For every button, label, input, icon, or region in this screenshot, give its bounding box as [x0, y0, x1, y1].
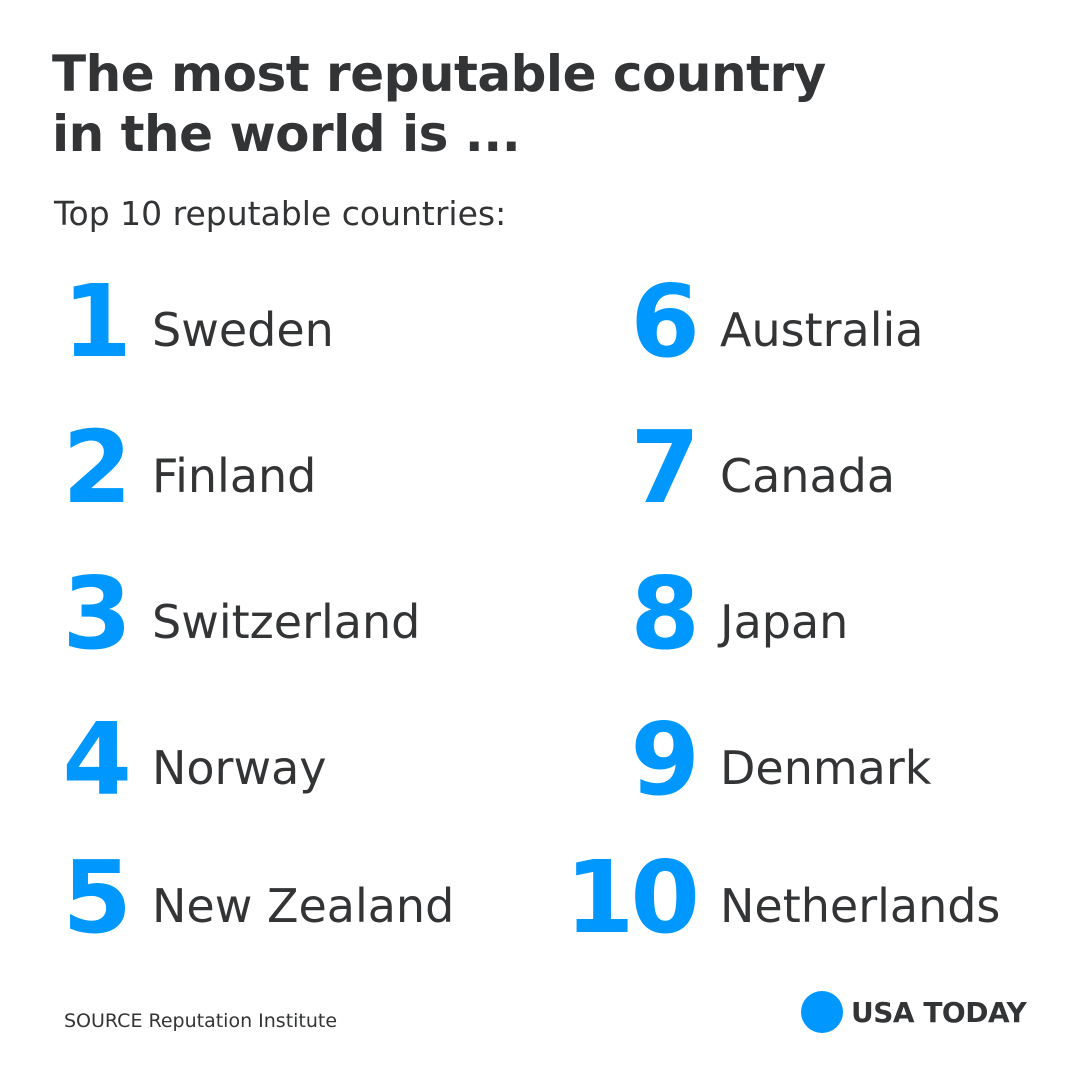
title-line-2: in the world is ... — [52, 105, 521, 163]
rank-number: 1 — [62, 263, 132, 380]
subtitle: Top 10 reputable countries: — [54, 194, 507, 233]
page-title: The most reputable country in the world … — [52, 44, 1032, 164]
rank-number: 7 — [630, 409, 700, 526]
country-name: Australia — [720, 303, 924, 357]
country-name: Canada — [720, 449, 896, 503]
circle-logo-icon — [801, 991, 843, 1033]
country-name: Switzerland — [152, 595, 421, 649]
country-name: Sweden — [152, 303, 334, 357]
source-credit: SOURCE Reputation Institute — [64, 1010, 338, 1032]
rank-number: 5 — [62, 839, 132, 956]
brand-logo: USA TODAY — [801, 990, 1027, 1034]
title-line-1: The most reputable country — [52, 45, 826, 103]
country-name: New Zealand — [152, 879, 455, 933]
rank-number: 8 — [630, 555, 700, 672]
brand-name: USA TODAY — [851, 995, 1027, 1029]
country-name: Denmark — [720, 741, 932, 795]
rank-number: 3 — [62, 555, 132, 672]
rank-number: 4 — [62, 701, 132, 818]
country-name: Finland — [152, 449, 317, 503]
country-name: Netherlands — [720, 879, 1001, 933]
rank-number: 2 — [62, 409, 132, 526]
rank-number: 10 — [564, 839, 700, 956]
rank-number: 9 — [630, 701, 700, 818]
country-name: Japan — [720, 595, 849, 649]
country-name: Norway — [152, 741, 327, 795]
rank-number: 6 — [630, 263, 700, 380]
